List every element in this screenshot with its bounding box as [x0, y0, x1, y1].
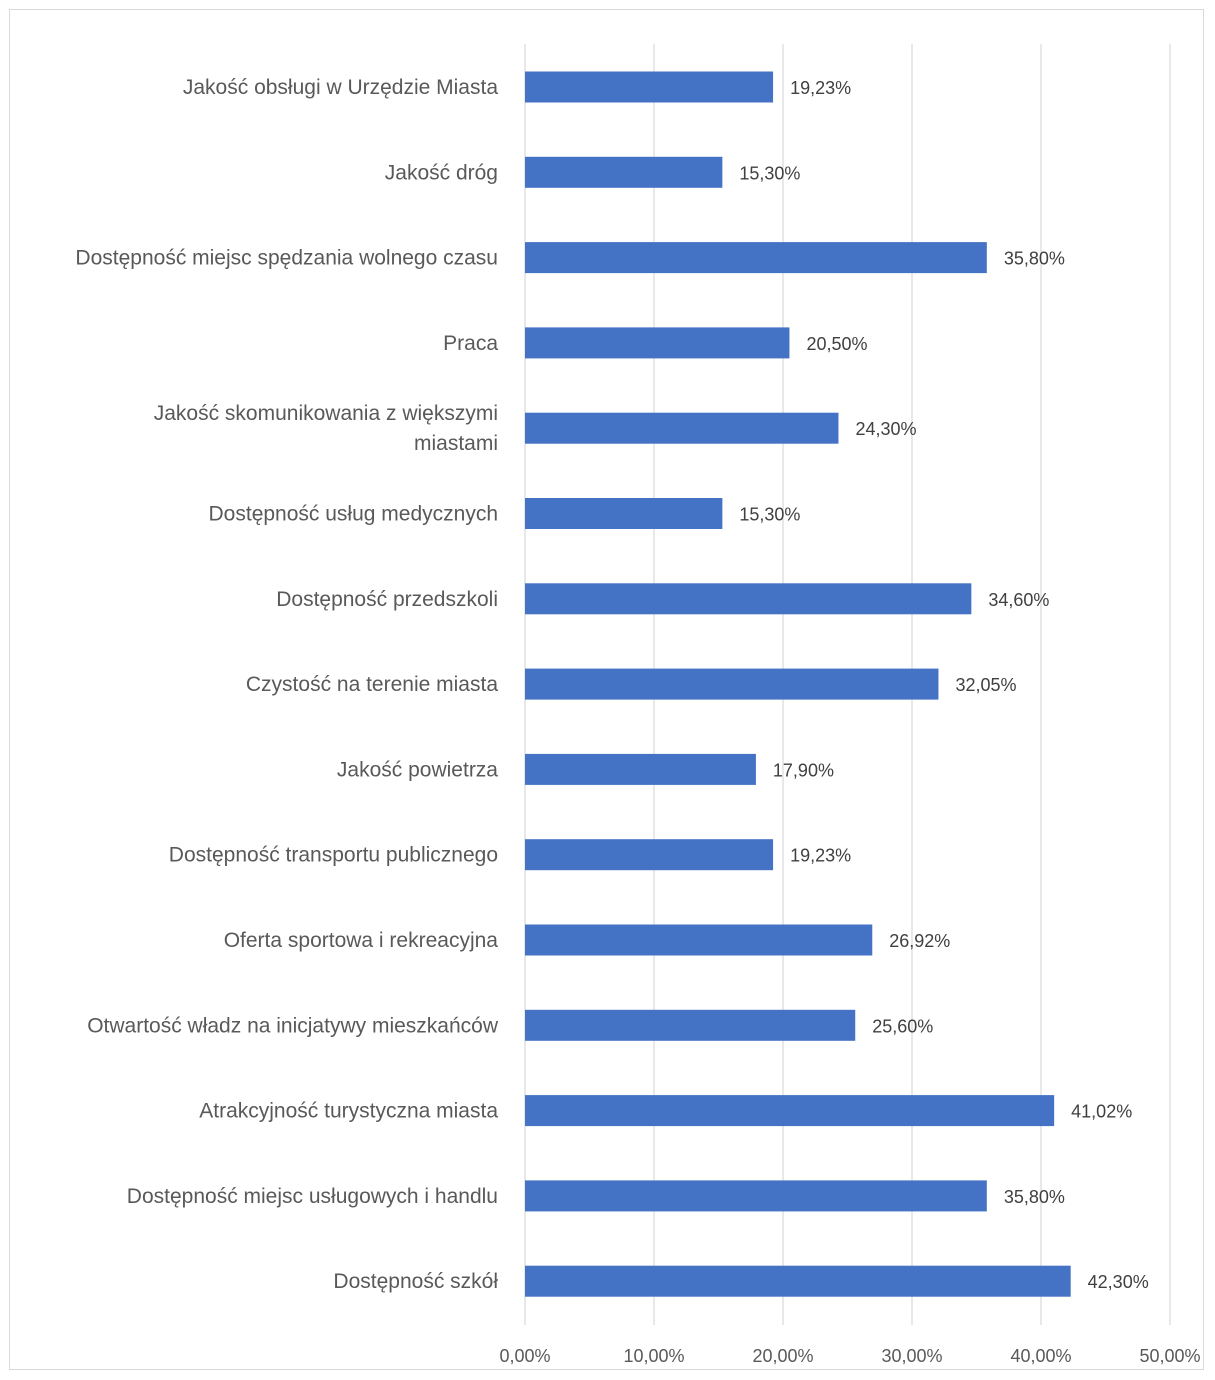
bar-1: [525, 156, 723, 188]
value-label-6: 34,60%: [988, 590, 1049, 610]
bar-10: [525, 924, 873, 956]
category-label-12: Atrakcyjność turystyczna miasta: [199, 1100, 498, 1123]
value-label-13: 35,80%: [1004, 1187, 1065, 1207]
bar-3: [525, 327, 790, 359]
value-label-9: 19,23%: [790, 846, 851, 866]
category-labels: Jakość obsługi w Urzędzie Miasta Jakość d…: [75, 76, 498, 1293]
x-tick-label-4: 40,00%: [1010, 1346, 1071, 1366]
bar-14: [525, 1265, 1071, 1297]
bar-5: [525, 498, 723, 529]
value-label-8: 17,90%: [773, 760, 834, 780]
category-label-9: Dostępność transportu publicznego: [169, 844, 498, 867]
value-label-3: 20,50%: [806, 334, 867, 354]
bars: [525, 71, 1071, 1297]
bar-12: [525, 1095, 1055, 1127]
category-label-14: Dostępność szkół: [333, 1270, 498, 1293]
x-tick-label-5: 50,00%: [1139, 1346, 1200, 1366]
bar-6: [525, 583, 972, 615]
bar-7: [525, 668, 939, 700]
value-label-4: 24,30%: [855, 419, 916, 439]
category-label-4-line-0: Jakość skomunikowania z większymi: [154, 402, 498, 425]
category-label-11: Otwartość władz na inicjatywy mieszkańcó…: [87, 1014, 499, 1037]
value-label-14: 42,30%: [1088, 1272, 1149, 1292]
bar-4: [525, 412, 839, 444]
value-label-1: 15,30%: [739, 163, 800, 183]
x-tick-label-1: 10,00%: [623, 1346, 684, 1366]
bar-2: [525, 242, 987, 274]
bar-13: [525, 1180, 987, 1212]
category-label-2: Dostępność miejsc spędzania wolnego czas…: [75, 247, 498, 270]
value-labels: 19,23% 15,30% 35,80% 20,50% 24,30% 15,30% 34,6…: [739, 78, 1148, 1292]
category-label-0: Jakość obsługi w Urzędzie Miasta: [183, 76, 498, 99]
value-label-0: 19,23%: [790, 78, 851, 98]
bar-0: [525, 71, 774, 103]
x-tick-label-0: 0,00%: [499, 1346, 550, 1366]
category-label-6: Dostępność przedszkoli: [276, 588, 498, 611]
category-label-5: Dostępność usług medycznych: [209, 503, 498, 526]
category-label-1: Jakość dróg: [385, 161, 498, 184]
x-tick-label-3: 30,00%: [881, 1346, 942, 1366]
category-label-7: Czystość na terenie miasta: [246, 673, 498, 696]
value-label-11: 25,60%: [872, 1016, 933, 1036]
value-label-7: 32,05%: [955, 675, 1016, 695]
x-axis-tick-labels: 0,00% 10,00% 20,00% 30,00% 40,00% 50,00%: [499, 1346, 1200, 1366]
bar-8: [525, 753, 756, 785]
category-label-10: Oferta sportowa i rekreacyjna: [224, 929, 499, 952]
category-label-8: Jakość powietrza: [337, 758, 498, 781]
category-label-4-line-1: miastami: [414, 432, 498, 455]
x-tick-label-2: 20,00%: [752, 1346, 813, 1366]
value-label-2: 35,80%: [1004, 249, 1065, 269]
bar-9: [525, 839, 774, 871]
category-label-13: Dostępność miejsc usługowych i handlu: [127, 1185, 498, 1208]
value-label-5: 15,30%: [739, 505, 800, 525]
bar-11: [525, 1009, 856, 1041]
category-label-3: Praca: [443, 332, 498, 355]
value-label-10: 26,92%: [889, 931, 950, 951]
value-label-12: 41,02%: [1071, 1102, 1132, 1122]
